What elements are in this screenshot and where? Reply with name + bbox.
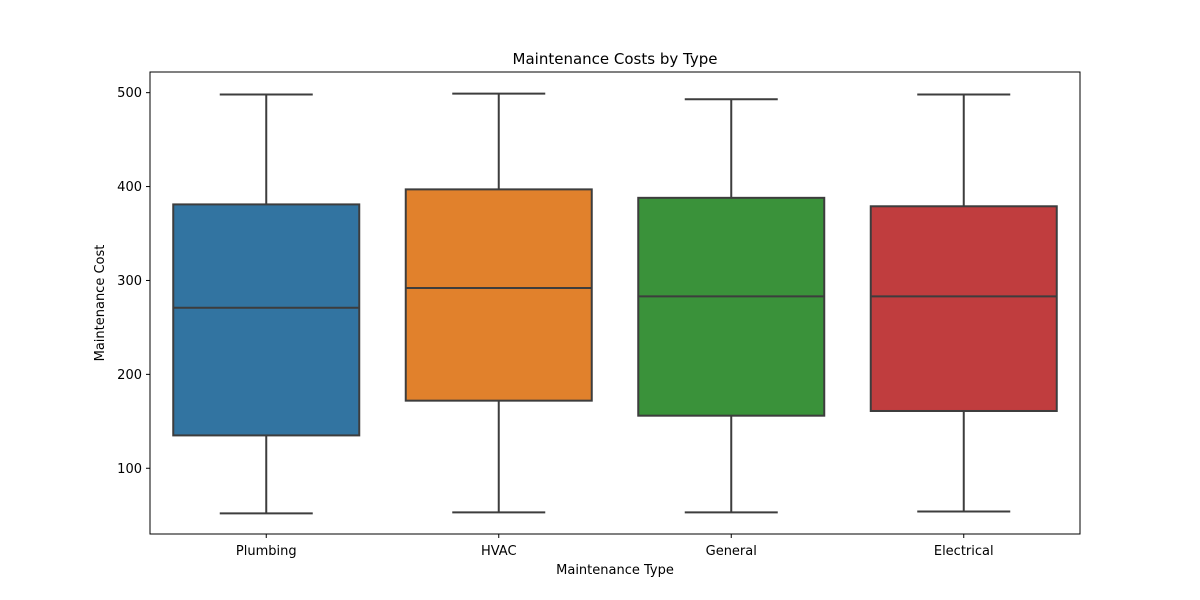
y-tick-label: 200	[117, 368, 142, 383]
y-axis: 100 200 300 400 500	[117, 86, 150, 477]
box-electrical	[869, 93, 1058, 513]
box-hvac	[404, 92, 593, 514]
iqr-box	[404, 188, 593, 402]
x-tick-label: HVAC	[481, 544, 517, 559]
chart-title: Maintenance Costs by Type	[513, 50, 718, 68]
y-tick-label: 300	[117, 274, 142, 289]
iqr-box	[869, 205, 1058, 412]
x-tick-label: Electrical	[934, 544, 994, 559]
box-general	[637, 98, 826, 514]
x-tick-label: Plumbing	[236, 544, 297, 559]
x-axis: Plumbing HVAC General Electrical	[236, 534, 994, 559]
x-tick-label: General	[706, 544, 757, 559]
y-axis-title: Maintenance Cost	[93, 245, 108, 362]
y-tick-label: 400	[117, 180, 142, 195]
x-axis-title: Maintenance Type	[556, 563, 674, 578]
y-tick-label: 500	[117, 86, 142, 101]
iqr-box	[172, 203, 361, 437]
iqr-box	[637, 196, 826, 417]
box-series	[172, 92, 1058, 515]
plot-area-frame	[149, 71, 1081, 535]
y-tick-label: 100	[117, 462, 142, 477]
box-plumbing	[172, 93, 361, 515]
